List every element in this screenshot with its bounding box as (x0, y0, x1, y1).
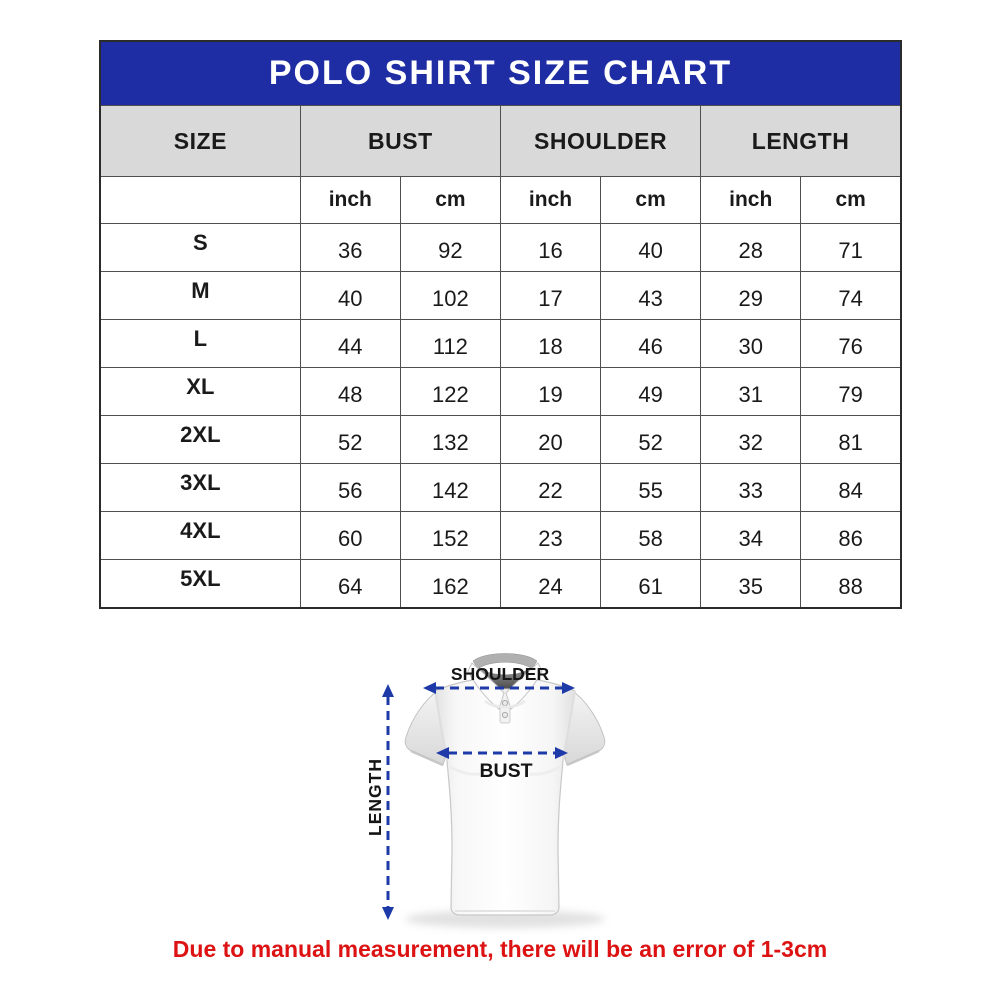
value-cell: 18 (499, 319, 602, 368)
value-cell: 16 (499, 223, 602, 272)
value-cell: 22 (499, 463, 602, 512)
value-cell: 48 (299, 367, 401, 416)
shirt-button (501, 711, 509, 719)
table-row-m: M 40 102 17 43 29 74 (99, 271, 902, 320)
value-cell: 92 (399, 223, 501, 272)
value-cell: 31 (700, 367, 802, 416)
value-cell: 64 (299, 559, 401, 609)
column-header-bust: BUST (299, 105, 501, 177)
length-arrow (382, 684, 394, 920)
bust-label: BUST (479, 760, 532, 782)
value-cell: 56 (299, 463, 401, 512)
size-cell: 2XL (99, 415, 301, 464)
value-cell: 74 (800, 271, 902, 320)
table-row-2xl: 2XL 52 132 20 52 32 81 (99, 415, 902, 464)
value-cell: 152 (399, 511, 501, 560)
column-header-size: SIZE (99, 105, 301, 177)
page-title: POLO SHIRT SIZE CHART (99, 40, 902, 106)
value-cell: 142 (399, 463, 501, 512)
unit-empty-cell (99, 176, 301, 224)
table-row-l: L 44 112 18 46 30 76 (99, 319, 902, 368)
value-cell: 55 (600, 463, 702, 512)
banner-row: POLO SHIRT SIZE CHART (99, 40, 902, 106)
table-row-5xl: 5XL 64 162 24 61 35 88 (99, 559, 902, 609)
shoulder-label: SHOULDER (451, 664, 550, 684)
size-cell: XL (99, 367, 301, 416)
value-cell: 79 (800, 367, 902, 416)
value-cell: 102 (399, 271, 501, 320)
value-cell: 60 (299, 511, 401, 560)
value-cell: 61 (600, 559, 702, 609)
unit-cell: cm (600, 176, 702, 224)
size-cell: 5XL (99, 559, 301, 609)
value-cell: 43 (600, 271, 702, 320)
size-cell: S (99, 223, 301, 272)
shoulder-arrow (423, 682, 575, 694)
value-cell: 52 (600, 415, 702, 464)
value-cell: 162 (399, 559, 501, 609)
value-cell: 29 (700, 271, 802, 320)
value-cell: 88 (800, 559, 902, 609)
value-cell: 40 (600, 223, 702, 272)
value-cell: 36 (299, 223, 401, 272)
unit-cell: inch (499, 176, 602, 224)
polo-shirt-illustration: SHOULDER BUST LENGTH (365, 653, 606, 928)
size-chart-table: POLO SHIRT SIZE CHART SIZE BUST SHOULDER… (99, 40, 902, 609)
value-cell: 52 (299, 415, 401, 464)
value-cell: 84 (800, 463, 902, 512)
value-cell: 40 (299, 271, 401, 320)
value-cell: 32 (700, 415, 802, 464)
value-cell: 44 (299, 319, 401, 368)
value-cell: 132 (399, 415, 501, 464)
shirt-button (501, 699, 509, 707)
value-cell: 24 (499, 559, 602, 609)
size-cell: M (99, 271, 301, 320)
value-cell: 46 (600, 319, 702, 368)
value-cell: 17 (499, 271, 602, 320)
unit-cell: cm (800, 176, 902, 224)
column-header-shoulder: SHOULDER (499, 105, 702, 177)
value-cell: 49 (600, 367, 702, 416)
unit-cell: cm (399, 176, 501, 224)
value-cell: 30 (700, 319, 802, 368)
bust-arrow (436, 747, 568, 759)
size-cell: L (99, 319, 301, 368)
value-cell: 76 (800, 319, 902, 368)
value-cell: 19 (499, 367, 602, 416)
value-cell: 112 (399, 319, 501, 368)
value-cell: 20 (499, 415, 602, 464)
shirt-collar (467, 653, 543, 724)
table-row-4xl: 4XL 60 152 23 58 34 86 (99, 511, 902, 560)
unit-cell: inch (700, 176, 802, 224)
value-cell: 81 (800, 415, 902, 464)
size-cell: 4XL (99, 511, 301, 560)
value-cell: 122 (399, 367, 501, 416)
measurement-disclaimer: Due to manual measurement, there will be… (172, 936, 828, 962)
unit-cell: inch (299, 176, 401, 224)
value-cell: 34 (700, 511, 802, 560)
size-cell: 3XL (99, 463, 301, 512)
table-row-xl: XL 48 122 19 49 31 79 (99, 367, 902, 416)
value-cell: 71 (800, 223, 902, 272)
table-row-3xl: 3XL 56 142 22 55 33 84 (99, 463, 902, 512)
value-cell: 35 (700, 559, 802, 609)
value-cell: 86 (800, 511, 902, 560)
length-label: LENGTH (365, 758, 385, 836)
column-header-row: SIZE BUST SHOULDER LENGTH (99, 105, 902, 177)
value-cell: 28 (700, 223, 802, 272)
value-cell: 23 (499, 511, 602, 560)
value-cell: 58 (600, 511, 702, 560)
polo-shirt-measurement-diagram: SHOULDER BUST LENGTH (355, 643, 665, 935)
table-row-s: S 36 92 16 40 28 71 (99, 223, 902, 272)
unit-row: inch cm inch cm inch cm (99, 176, 902, 224)
value-cell: 33 (700, 463, 802, 512)
column-header-length: LENGTH (700, 105, 902, 177)
